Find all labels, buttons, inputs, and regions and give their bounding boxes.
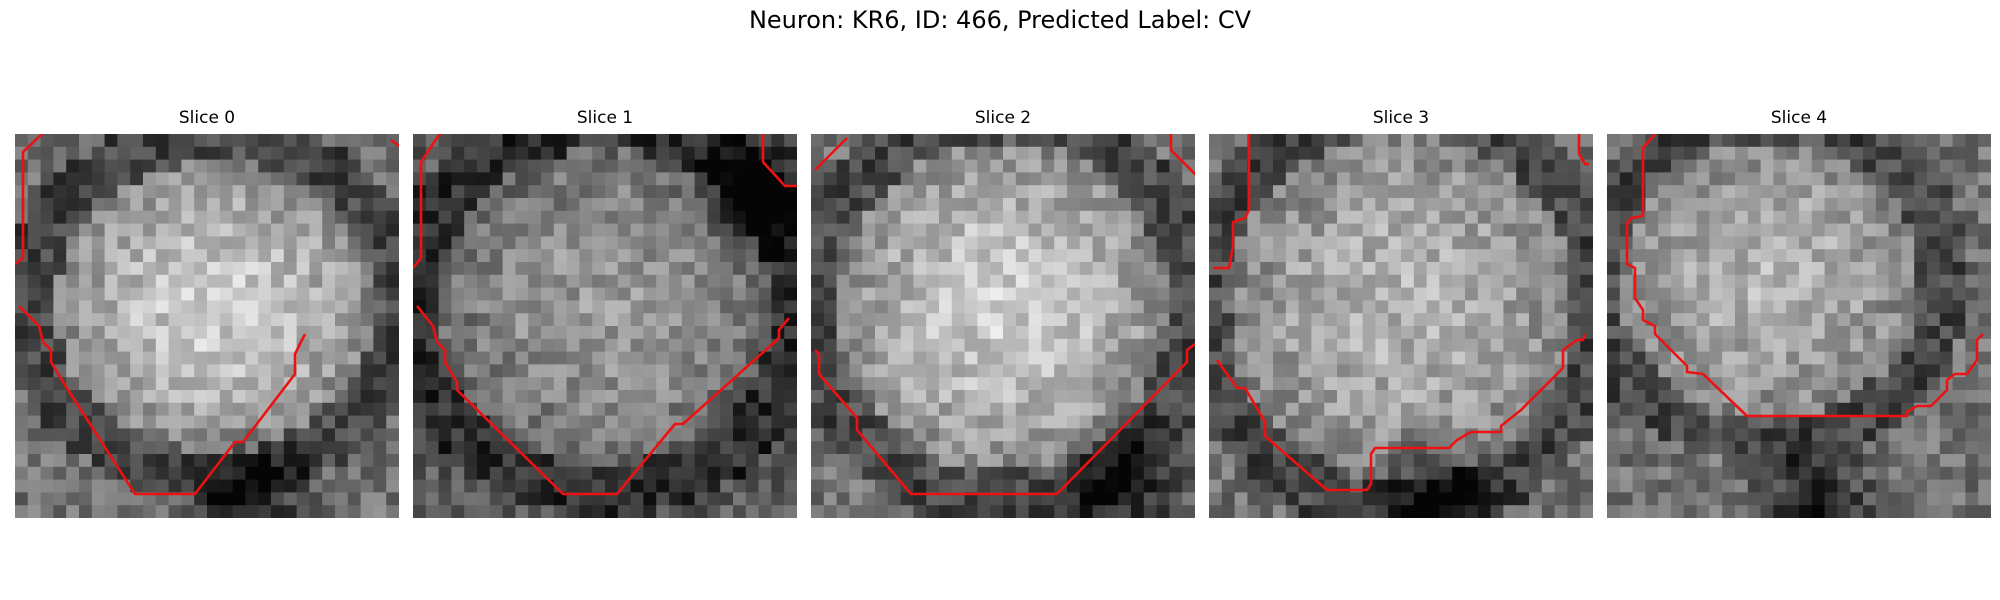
- segmentation-contour: [1577, 134, 1589, 166]
- segmentation-contour: [413, 134, 442, 269]
- slice-image: [1209, 134, 1593, 518]
- segmentation-contour: [1213, 134, 1251, 270]
- slice-title: Slice 3: [1372, 108, 1430, 128]
- slice-image: [15, 134, 399, 518]
- segmentation-contour: [1215, 333, 1587, 492]
- slice-title: Slice 1: [576, 108, 634, 128]
- slice-image: [413, 134, 797, 518]
- slice-title: Slice 4: [1770, 108, 1828, 128]
- segmentation-contour: [1625, 134, 1984, 418]
- segmentation-contour: [390, 138, 399, 148]
- slice-title: Slice 0: [178, 108, 236, 128]
- segmentation-contour: [1169, 134, 1195, 176]
- slice-title: Slice 2: [974, 108, 1032, 128]
- segmentation-contour: [15, 134, 44, 266]
- slice-image: [1607, 134, 1991, 518]
- segmentation-contour: [415, 305, 790, 496]
- segmentation-contour: [18, 305, 307, 496]
- figure-title: Neuron: KR6, ID: 466, Predicted Label: C…: [748, 6, 1252, 34]
- segmentation-contour: [814, 342, 1195, 496]
- segmentation-contour: [814, 137, 848, 171]
- slice-image: [811, 134, 1195, 518]
- segmentation-contour: [761, 134, 797, 188]
